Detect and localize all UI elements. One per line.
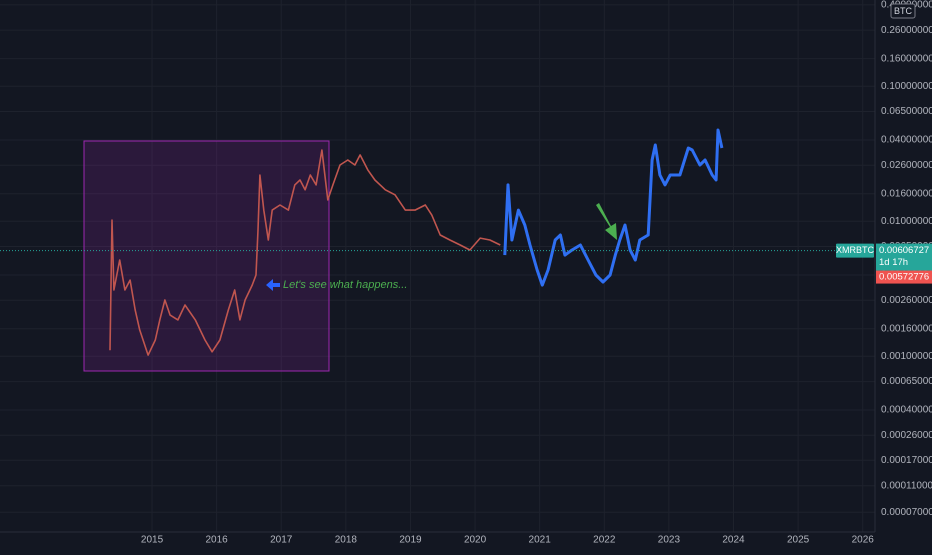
y-tick-label: 0.00100000 (881, 351, 932, 362)
y-tick-label: 0.26000000 (881, 25, 932, 36)
grid (0, 0, 875, 532)
x-tick-label: 2015 (141, 535, 164, 546)
x-tick-label: 2024 (722, 535, 745, 546)
plot (0, 128, 875, 356)
green-arrow (596, 203, 617, 240)
y-tick-label: 0.00260000 (881, 295, 932, 306)
y-tick-label: 0.00040000 (881, 405, 932, 416)
prev-price-badge (876, 270, 932, 284)
currency-label: BTC (894, 6, 913, 16)
price-badge (876, 243, 932, 271)
last-price-label: 0.00606727 (879, 245, 929, 256)
y-tick-label: 0.01600000 (881, 188, 932, 199)
y-tick-label: 0.16000000 (881, 53, 932, 64)
symbol-label: XMRBTC (836, 245, 875, 255)
x-tick-label: 2019 (399, 535, 422, 546)
x-tick-label: 2016 (206, 535, 229, 546)
x-tick-label: 2017 (270, 535, 293, 546)
price-line (503, 128, 724, 287)
annotation-arrow (266, 279, 280, 291)
y-tick-label: 0.10000000 (881, 81, 932, 92)
y-tick-label: 0.01000000 (881, 216, 932, 227)
y-tick-label: 0.00007000 (881, 507, 932, 518)
y-tick-label: 0.00026000 (881, 430, 932, 441)
y-tick-label: 0.00017000 (881, 455, 932, 466)
annotation-text: Let's see what happens... (283, 279, 407, 291)
x-tick-label: 2026 (852, 535, 875, 546)
x-tick-label: 2018 (335, 535, 358, 546)
y-tick-label: 0.00065000 (881, 376, 932, 387)
x-tick-label: 2022 (593, 535, 616, 546)
price-line (109, 149, 501, 356)
y-tick-label: 0.06500000 (881, 106, 932, 117)
x-tick-label: 2023 (658, 535, 681, 546)
symbol-badge (836, 243, 874, 258)
currency-badge (890, 3, 916, 19)
x-tick-label: 2025 (787, 535, 810, 546)
y-tick-label: 0.02600000 (881, 160, 932, 171)
x-tick-label: 2020 (464, 535, 487, 546)
countdown-label: 1d 17h (879, 257, 908, 268)
y-tick-label: 0.04000000 (881, 135, 932, 146)
prev-price-label: 0.00572776 (879, 272, 929, 283)
highlight-box (83, 140, 330, 372)
y-tick-label: 0.00160000 (881, 323, 932, 334)
y-tick-label: 0.00011000 (881, 480, 932, 491)
x-tick-label: 2021 (529, 535, 552, 546)
